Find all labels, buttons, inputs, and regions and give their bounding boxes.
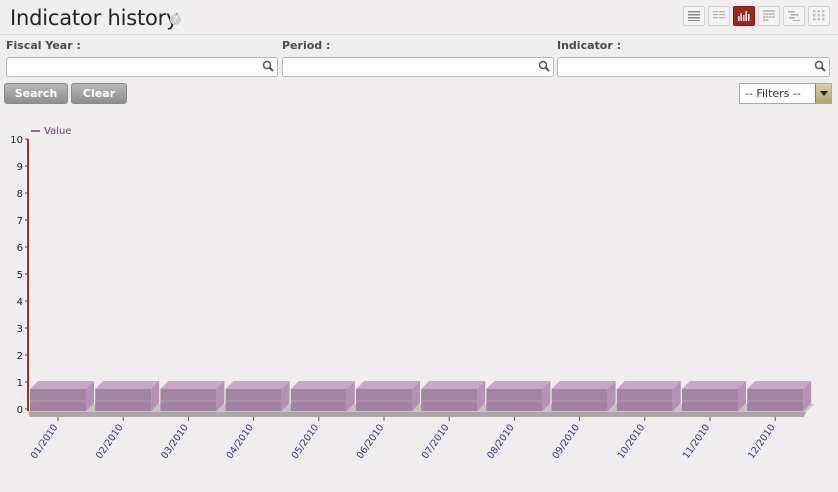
form-view-icon[interactable] xyxy=(708,6,730,26)
y-tick-label: 4 xyxy=(17,297,23,308)
page-title: Indicator history xyxy=(10,6,179,30)
search-icon[interactable] xyxy=(814,60,826,72)
bar xyxy=(551,389,608,411)
x-tick-label: 03/2010 xyxy=(159,422,191,461)
search-button[interactable]: Search xyxy=(4,83,68,104)
bar-side xyxy=(216,381,225,411)
bar xyxy=(486,389,543,411)
bar-top xyxy=(421,381,486,389)
chart-area: Value 0 1 2 3 4 5 6 7 8 9 10 01/2010 02/2010 03/2010 04… xyxy=(0,106,838,488)
bar xyxy=(747,389,804,411)
bar-top xyxy=(225,381,290,389)
page-header: Indicator history ? xyxy=(0,0,838,35)
search-icon[interactable] xyxy=(538,60,550,72)
bar xyxy=(356,389,412,411)
filters-select[interactable]: -- Filters -- xyxy=(739,83,832,104)
y-tick-label: 8 xyxy=(17,189,23,200)
bar-top xyxy=(616,381,681,389)
bar xyxy=(682,389,738,411)
bar-top xyxy=(290,381,355,389)
x-tick-label: 11/2010 xyxy=(681,422,713,461)
bar-side xyxy=(803,381,812,411)
filters-value: -- Filters -- xyxy=(745,87,801,100)
x-tick-label: 10/2010 xyxy=(616,422,648,461)
x-tick-label: 08/2010 xyxy=(485,422,517,461)
kanban-view-icon[interactable] xyxy=(808,6,830,26)
bar-side xyxy=(672,381,681,411)
bar-side xyxy=(412,381,420,411)
bar xyxy=(160,389,217,411)
bar-top xyxy=(95,381,160,389)
view-switcher xyxy=(683,6,830,26)
y-tick-label: 7 xyxy=(17,216,23,227)
fiscal-year-input[interactable] xyxy=(6,57,278,77)
bar-top xyxy=(356,381,420,389)
y-tick-label: 3 xyxy=(17,324,23,335)
bar-side xyxy=(738,381,746,411)
calendar-view-icon[interactable] xyxy=(758,6,780,26)
bar-top xyxy=(30,381,94,389)
bar xyxy=(95,389,152,411)
bar-side xyxy=(607,381,616,411)
bar-top xyxy=(682,381,746,389)
x-tick-label: 07/2010 xyxy=(420,422,452,461)
search-icon[interactable] xyxy=(262,60,274,72)
x-tick-label: 05/2010 xyxy=(290,422,322,461)
legend-label: Value xyxy=(44,126,71,137)
y-tick-label: 9 xyxy=(17,162,23,173)
x-tick-label: 04/2010 xyxy=(224,422,256,461)
x-tick-label: 02/2010 xyxy=(94,422,126,461)
indicator-input[interactable] xyxy=(557,57,830,77)
y-tick-label: 2 xyxy=(17,351,23,362)
bar-side xyxy=(477,381,486,411)
bar-top xyxy=(747,381,812,389)
chevron-down-icon[interactable] xyxy=(815,84,831,103)
bar-side xyxy=(86,381,94,411)
bar-top xyxy=(160,381,225,389)
x-tick-label: 01/2010 xyxy=(29,422,61,461)
search-panel: Fiscal Year : Period : Indicator : Searc… xyxy=(0,35,838,105)
y-tick-label: 0 xyxy=(17,405,23,416)
gantt-view-icon[interactable] xyxy=(783,6,805,26)
bar-side xyxy=(151,381,160,411)
clear-button[interactable]: Clear xyxy=(71,83,127,104)
bar-top xyxy=(486,381,551,389)
bar-chart: Value 0 1 2 3 4 5 6 7 8 9 10 01/2010 02/2010 03/2010 04… xyxy=(10,126,814,461)
bar xyxy=(290,389,347,411)
y-tick-label: 5 xyxy=(17,270,23,281)
bar xyxy=(616,389,673,411)
y-tick-label: 10 xyxy=(10,135,23,146)
bar-side xyxy=(346,381,355,411)
bar xyxy=(30,389,86,411)
bar xyxy=(225,389,282,411)
x-tick-label: 12/2010 xyxy=(746,422,778,461)
bar-top xyxy=(551,381,616,389)
graph-view-icon[interactable] xyxy=(733,6,755,26)
list-view-icon[interactable] xyxy=(683,6,705,26)
bar xyxy=(421,389,478,411)
y-tick-label: 6 xyxy=(17,243,23,254)
fiscal-year-label: Fiscal Year : xyxy=(6,39,81,52)
chart-floor-edge xyxy=(28,412,806,417)
help-icon[interactable]: ? xyxy=(170,14,181,25)
period-input[interactable] xyxy=(282,57,554,77)
bar-side xyxy=(281,381,290,411)
bar-side xyxy=(542,381,551,411)
x-tick-label: 09/2010 xyxy=(550,422,582,461)
y-tick-label: 1 xyxy=(17,378,23,389)
x-tick-label: 06/2010 xyxy=(355,422,387,461)
indicator-label: Indicator : xyxy=(557,39,621,52)
period-label: Period : xyxy=(282,39,331,52)
